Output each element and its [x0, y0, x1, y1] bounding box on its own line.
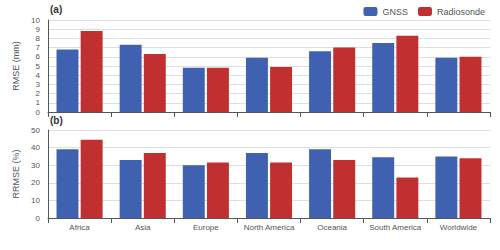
svg-text:0: 0: [36, 214, 41, 223]
svg-text:3: 3: [36, 80, 41, 89]
svg-text:GNSS: GNSS: [382, 7, 408, 17]
svg-text:6: 6: [36, 52, 41, 61]
svg-text:Asia: Asia: [135, 223, 151, 232]
svg-text:20: 20: [31, 178, 40, 187]
svg-text:South America: South America: [369, 223, 422, 232]
svg-text:RRMSE (%): RRMSE (%): [11, 149, 21, 198]
svg-text:9: 9: [36, 25, 41, 34]
svg-text:(a): (a): [50, 4, 62, 15]
svg-text:30: 30: [31, 161, 40, 170]
svg-text:Europe: Europe: [193, 223, 219, 232]
svg-text:Radiosonde: Radiosonde: [437, 7, 485, 17]
svg-text:50: 50: [31, 126, 40, 135]
svg-text:10: 10: [31, 196, 40, 205]
svg-text:8: 8: [36, 34, 41, 43]
svg-text:0: 0: [36, 108, 41, 117]
svg-text:7: 7: [36, 43, 41, 52]
svg-text:Africa: Africa: [69, 223, 90, 232]
svg-text:40: 40: [31, 143, 40, 152]
svg-text:Worldwide: Worldwide: [440, 223, 478, 232]
svg-text:4: 4: [36, 71, 41, 80]
svg-text:5: 5: [36, 62, 41, 71]
svg-text:2: 2: [36, 89, 41, 98]
svg-text:Oceania: Oceania: [317, 223, 347, 232]
svg-text:1: 1: [36, 98, 41, 107]
svg-text:(b): (b): [50, 115, 63, 126]
svg-text:10: 10: [31, 16, 40, 25]
svg-text:North America: North America: [244, 223, 295, 232]
svg-text:RMSE (mm): RMSE (mm): [11, 41, 21, 91]
